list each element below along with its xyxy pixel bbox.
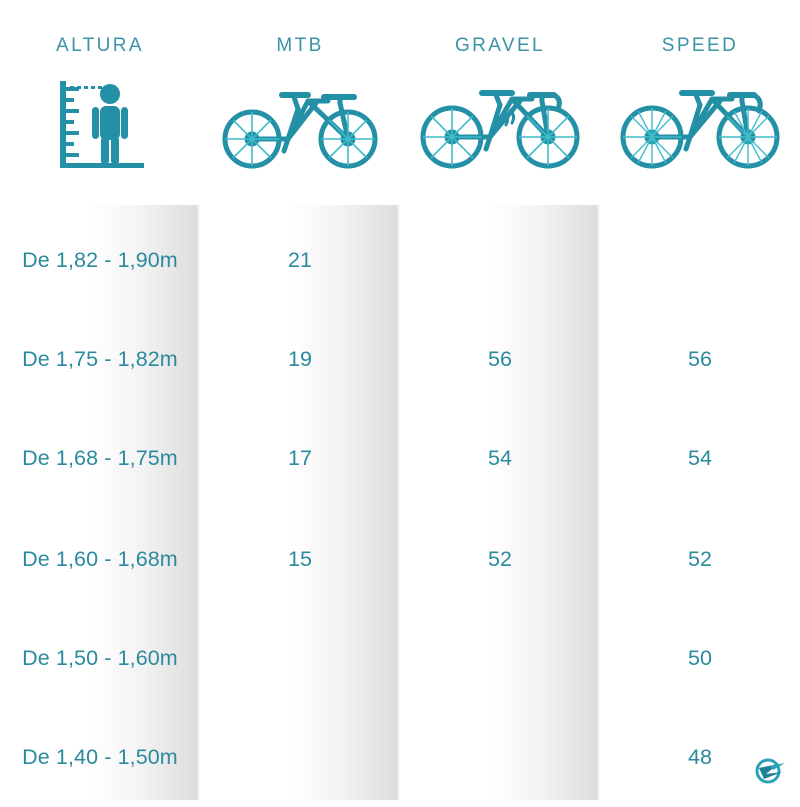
table-header-row: ALTURA bbox=[0, 0, 800, 205]
table-row: De 1,40 - 1,50m 48 bbox=[0, 708, 800, 807]
cell-mtb: 19 bbox=[288, 346, 312, 371]
cell-gravel: 56 bbox=[488, 346, 512, 371]
cell-speed: 50 bbox=[688, 645, 712, 670]
table-row: De 1,60 - 1,68m 15 52 52 bbox=[0, 510, 800, 609]
mountain-bike-icon bbox=[220, 69, 380, 173]
cell-mtb: 15 bbox=[288, 546, 312, 571]
cell-gravel: 54 bbox=[488, 445, 512, 470]
cell-gravel: 52 bbox=[488, 546, 512, 571]
gravel-bike-icon bbox=[420, 69, 580, 173]
table-row: De 1,75 - 1,82m 19 56 56 bbox=[0, 310, 800, 409]
header-label-mtb: MTB bbox=[276, 35, 324, 56]
header-column-speed: SPEED bbox=[600, 0, 800, 205]
header-label-speed: SPEED bbox=[661, 35, 739, 56]
cell-speed: 52 bbox=[688, 546, 712, 571]
cell-altura: De 1,40 - 1,50m bbox=[22, 744, 178, 769]
table-row: De 1,50 - 1,60m 50 bbox=[0, 609, 800, 708]
brand-logo-icon bbox=[752, 754, 786, 788]
cell-altura: De 1,75 - 1,82m bbox=[22, 346, 178, 371]
cell-speed: 56 bbox=[688, 346, 712, 371]
road-bike-icon bbox=[620, 69, 780, 173]
table-row: De 1,68 - 1,75m 17 54 54 bbox=[0, 409, 800, 508]
table-body: De 1,82 - 1,90m 21 De 1,75 - 1,82m 19 56… bbox=[0, 205, 800, 800]
header-column-mtb: MTB bbox=[200, 0, 400, 205]
header-label-altura: ALTURA bbox=[56, 35, 144, 56]
table-row: De 1,82 - 1,90m 21 bbox=[0, 211, 800, 310]
cell-mtb: 17 bbox=[288, 445, 312, 470]
cell-mtb: 21 bbox=[288, 247, 312, 272]
cell-altura: De 1,50 - 1,60m bbox=[22, 645, 178, 670]
cell-speed: 54 bbox=[688, 445, 712, 470]
cell-altura: De 1,60 - 1,68m bbox=[22, 546, 178, 571]
cell-altura: De 1,68 - 1,75m bbox=[22, 445, 178, 470]
cell-altura: De 1,82 - 1,90m bbox=[22, 247, 178, 272]
header-column-gravel: GRAVEL bbox=[400, 0, 600, 205]
cell-speed: 48 bbox=[688, 744, 712, 769]
header-column-altura: ALTURA bbox=[0, 0, 200, 205]
header-label-gravel: GRAVEL bbox=[454, 35, 546, 56]
height-person-ruler-icon bbox=[48, 69, 152, 173]
